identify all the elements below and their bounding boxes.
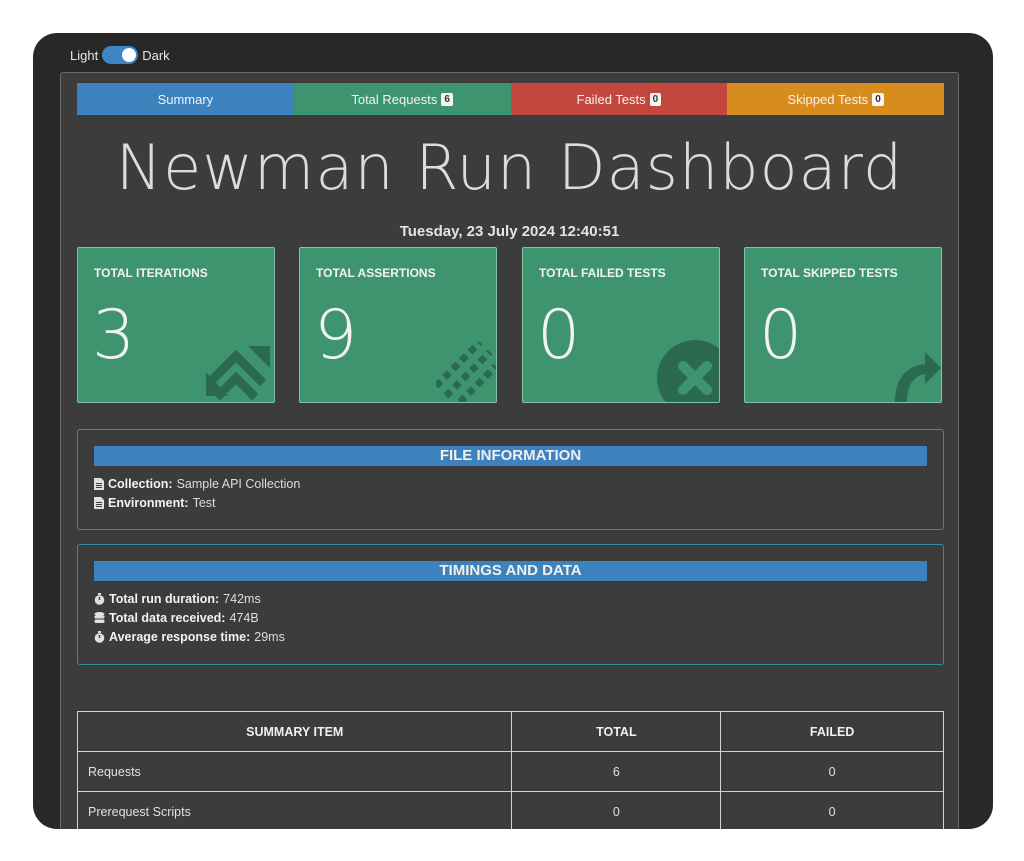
file-information-heading: FILE INFORMATION (94, 446, 927, 466)
row-failed: 0 (720, 751, 944, 792)
tab-skipped-tests[interactable]: Skipped Tests 0 (727, 83, 944, 115)
environment-label: Environment: (108, 495, 189, 510)
timings-and-data-box: TIMINGS AND DATA Total run duration: 742… (77, 544, 944, 665)
data-received-label: Total data received: (109, 610, 226, 625)
table-row: Requests 6 0 (76, 751, 944, 792)
database-icon (94, 611, 105, 623)
row-failed: 0 (720, 791, 944, 829)
nav-tabs: Summary Total Requests 6 Failed Tests 0 … (77, 83, 944, 115)
avg-response-value: 29ms (254, 629, 285, 644)
environment-value: Test (192, 495, 216, 510)
row-item: Prerequest Scripts (76, 791, 513, 829)
row-total: 6 (511, 751, 722, 792)
card-total-iterations: TOTAL ITERATIONS 3 (77, 247, 275, 403)
collection-line: Collection: Sample API Collection (94, 474, 943, 493)
data-received-value: 474B (229, 610, 259, 625)
times-circle-icon (657, 340, 719, 402)
tab-failed-tests-badge: 0 (649, 92, 662, 106)
card-label: TOTAL ITERATIONS (94, 266, 208, 280)
duration-line: Total run duration: 742ms (94, 589, 943, 608)
dark-label: Dark (142, 47, 170, 63)
summary-table: SUMMARY ITEM TOTAL FAILED Requests 6 0 P… (76, 711, 944, 829)
switch-knob (122, 48, 137, 62)
data-received-line: Total data received: 474B (94, 608, 943, 627)
file-information-box: FILE INFORMATION Collection: Sample API … (77, 429, 944, 530)
refresh-icon (205, 346, 270, 401)
card-value: 3 (92, 296, 136, 375)
theme-toggle[interactable]: Light Dark (70, 46, 170, 64)
stopwatch-icon (94, 630, 105, 643)
tab-skipped-tests-badge: 0 (872, 92, 884, 106)
dashboard-panel: Summary Total Requests 6 Failed Tests 0 … (60, 72, 959, 829)
file-icon (94, 477, 104, 490)
tab-failed-tests[interactable]: Failed Tests 0 (510, 83, 728, 115)
collection-value: Sample API Collection (176, 476, 301, 491)
card-value: 0 (537, 296, 581, 375)
file-icon (94, 496, 104, 509)
tab-summary-label: Summary (157, 91, 214, 107)
table-row: Prerequest Scripts 0 0 (76, 791, 944, 829)
timings-heading: TIMINGS AND DATA (94, 561, 927, 581)
tab-skipped-tests-label: Skipped Tests (787, 91, 869, 107)
tasks-icon (436, 342, 496, 402)
theme-switch[interactable] (102, 46, 139, 64)
stat-cards: TOTAL ITERATIONS 3 TOTAL ASSERTIONS 9 (77, 247, 944, 403)
tab-failed-tests-label: Failed Tests (576, 91, 646, 107)
card-label: TOTAL ASSERTIONS (316, 266, 436, 280)
table-header-row: SUMMARY ITEM TOTAL FAILED (76, 711, 944, 752)
page-title: Newman Run Dashboard (115, 131, 904, 204)
light-label: Light (70, 47, 99, 63)
card-label: TOTAL SKIPPED TESTS (761, 266, 898, 280)
environment-line: Environment: Test (94, 493, 943, 512)
card-total-failed-tests: TOTAL FAILED TESTS 0 (522, 247, 720, 403)
tab-total-requests[interactable]: Total Requests 6 (293, 83, 511, 115)
header-total: TOTAL (511, 711, 722, 752)
header-failed: FAILED (720, 711, 944, 752)
avg-response-label: Average response time: (109, 629, 251, 644)
tab-total-requests-badge: 6 (441, 92, 453, 106)
card-total-skipped-tests: TOTAL SKIPPED TESTS 0 (744, 247, 942, 403)
card-total-assertions: TOTAL ASSERTIONS 9 (299, 247, 497, 403)
row-item: Requests (76, 751, 513, 792)
stopwatch-icon (94, 592, 105, 605)
run-date: Tuesday, 23 July 2024 12:40:51 (399, 223, 620, 240)
collection-label: Collection: (108, 476, 173, 491)
tab-summary[interactable]: Summary (77, 83, 294, 115)
header-summary-item: SUMMARY ITEM (76, 711, 513, 752)
card-label: TOTAL FAILED TESTS (539, 266, 666, 280)
avg-response-line: Average response time: 29ms (94, 627, 943, 646)
card-value: 0 (759, 296, 803, 375)
duration-value: 742ms (223, 591, 261, 606)
share-arrow-icon (895, 352, 941, 402)
row-total: 0 (511, 791, 722, 829)
card-value: 9 (314, 296, 358, 375)
duration-label: Total run duration: (109, 591, 220, 606)
tab-total-requests-label: Total Requests (351, 91, 438, 107)
app-window: Light Dark Summary Total Requests 6 Fail… (33, 33, 993, 829)
